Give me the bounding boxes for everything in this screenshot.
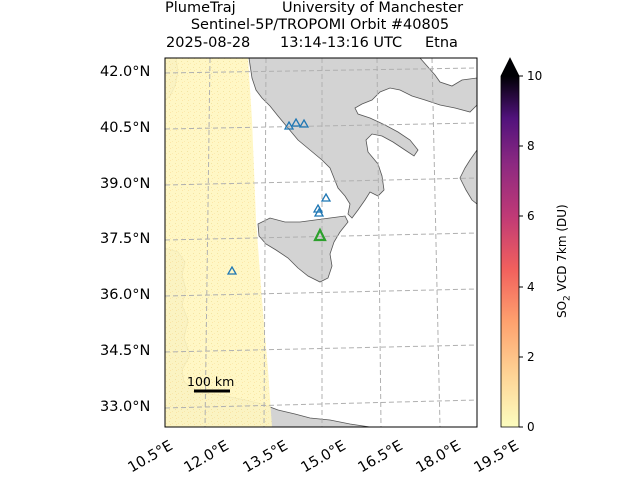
- title-line-2: Sentinel-5P/TROPOMI Orbit #40805: [190, 17, 450, 33]
- colorbar-title: SO2 VCD 7km (DU): [555, 204, 573, 318]
- scale-bar-label: 100 km: [187, 374, 235, 389]
- lat-label: 42.0°N: [100, 64, 151, 80]
- land-balkans: [459, 149, 477, 205]
- triangle-icon: [320, 192, 332, 202]
- gridlines: [165, 58, 477, 427]
- triangle-icon: [290, 117, 302, 127]
- title-date: 2025-08-28: [166, 35, 251, 51]
- triangle-icon: [313, 207, 325, 217]
- colorbar-tick-label: 4: [527, 280, 535, 294]
- colorbar-ticks: [519, 75, 523, 428]
- map-area: [165, 58, 477, 427]
- lat-label: 34.5°N: [100, 343, 151, 359]
- triangle-icon: [226, 265, 238, 275]
- lat-label: 36.0°N: [100, 287, 151, 303]
- lat-label: 40.5°N: [100, 120, 151, 136]
- title-volcano: Etna: [425, 35, 458, 51]
- map-frame: [164, 57, 478, 428]
- etna-triangle-icon: [313, 227, 327, 242]
- lat-label: 39.0°N: [100, 176, 151, 192]
- tropomi-swath: [165, 58, 272, 427]
- colorbar-tick-label: 2: [527, 350, 535, 364]
- colorbar-extend-arrow: [501, 58, 519, 76]
- land-italy: [248, 58, 477, 219]
- lat-label: 37.5°N: [100, 231, 151, 247]
- title-time: 13:14-13:16 UTC: [280, 35, 403, 51]
- colorbar-tick-label: 0: [527, 420, 535, 434]
- title-plumetraj: PlumeTraj: [165, 0, 236, 16]
- volcano-markers: [226, 117, 332, 275]
- colorbar-frame: [500, 57, 520, 428]
- colorbar-tick-label: 6: [527, 209, 535, 223]
- lat-label: 33.0°N: [100, 399, 151, 415]
- colorbar-tick-label: 10: [527, 69, 543, 83]
- triangle-icon: [283, 120, 295, 130]
- colorbar-gradient: [501, 76, 519, 427]
- land-sicily: [257, 215, 349, 283]
- triangle-icon: [298, 118, 310, 128]
- colorbar-tick-label: 8: [527, 139, 535, 153]
- title-university: University of Manchester: [282, 0, 464, 16]
